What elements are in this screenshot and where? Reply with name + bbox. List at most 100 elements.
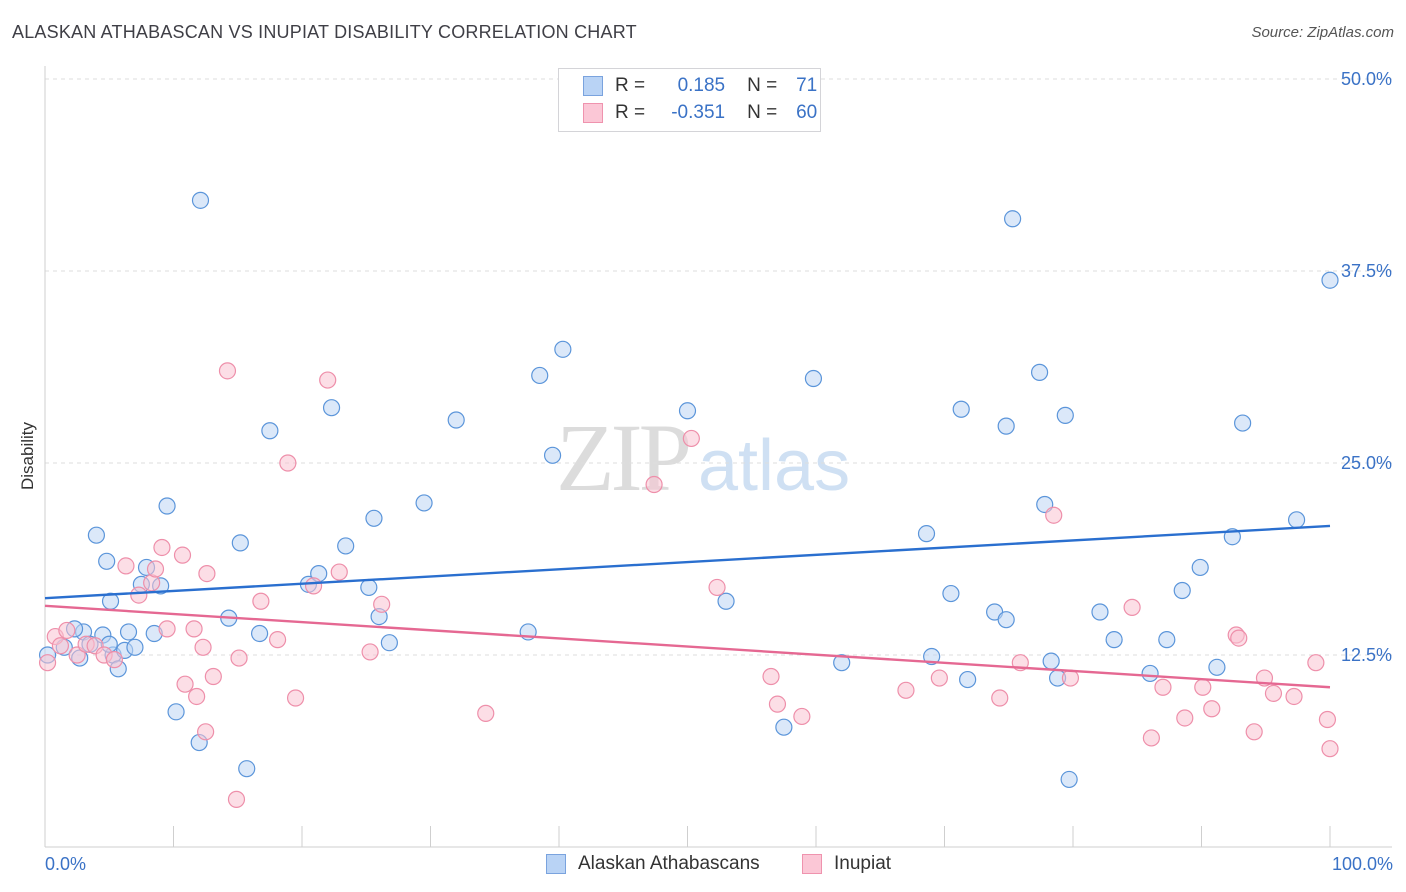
data-point xyxy=(146,560,165,578)
y-tick-label: 37.5% xyxy=(1341,261,1392,281)
data-point xyxy=(373,595,391,613)
data-point xyxy=(204,667,222,686)
data-point xyxy=(1321,740,1339,758)
data-point xyxy=(130,586,148,604)
data-point xyxy=(1285,687,1303,706)
data-point xyxy=(330,563,348,581)
data-point xyxy=(173,546,192,564)
data-point xyxy=(1056,406,1074,424)
gridlines xyxy=(45,78,1392,656)
trend-line xyxy=(44,524,1331,600)
series-inupiat xyxy=(38,362,1339,808)
legend-r-label: R = xyxy=(615,75,646,96)
data-point xyxy=(87,526,106,544)
data-point xyxy=(678,402,697,420)
legend-r-value: 0.185 xyxy=(677,75,726,96)
data-point xyxy=(1176,709,1194,727)
data-point xyxy=(1141,664,1159,683)
data-point xyxy=(477,704,495,722)
legend-n-value: 60 xyxy=(796,102,818,123)
data-point xyxy=(98,552,116,570)
bottom-legend-label: Alaskan Athabascans xyxy=(578,853,760,874)
legend-r-label: R = xyxy=(615,102,646,123)
data-point xyxy=(793,707,811,726)
data-point xyxy=(194,638,212,656)
data-point xyxy=(250,624,269,643)
data-point xyxy=(38,654,57,672)
data-point xyxy=(1060,770,1078,789)
data-point xyxy=(1194,678,1212,696)
data-point xyxy=(304,577,323,595)
data-point xyxy=(1230,629,1248,647)
x-tick-label: 0.0% xyxy=(45,854,86,874)
y-tick-label: 12.5% xyxy=(1341,645,1392,665)
data-point xyxy=(365,509,383,527)
data-point xyxy=(268,631,287,649)
data-point xyxy=(198,564,216,583)
data-point xyxy=(322,399,341,417)
bottom-legend-swatch-blue xyxy=(546,854,566,874)
data-point xyxy=(768,695,787,713)
data-point xyxy=(197,723,215,741)
correlation-legend: R = 0.185 N = 71 R = -0.351 N = 60 xyxy=(558,68,821,132)
data-point xyxy=(380,634,398,652)
data-point xyxy=(1307,654,1325,672)
data-point xyxy=(1208,658,1226,676)
data-point xyxy=(117,557,135,575)
chart-title: ALASKAN ATHABASCAN VS INUPIAT DISABILITY… xyxy=(12,22,637,42)
data-point xyxy=(930,669,948,687)
legend-r-value: -0.351 xyxy=(671,102,726,123)
legend-n-label: N = xyxy=(747,102,778,123)
data-point xyxy=(942,584,960,603)
trend-line xyxy=(44,604,1331,689)
legend-n-label: N = xyxy=(747,75,778,96)
legend-row-athabascan: R = 0.185 N = 71 xyxy=(583,73,817,99)
data-point xyxy=(252,592,270,610)
data-point xyxy=(1105,631,1123,649)
data-point xyxy=(897,681,915,699)
data-point xyxy=(105,651,123,669)
data-point xyxy=(337,537,355,555)
y-axis-title: Disability xyxy=(18,421,37,490)
x-tick-label: 100.0% xyxy=(1332,854,1393,874)
data-point xyxy=(708,578,726,597)
legend-swatch-pink xyxy=(583,103,603,123)
data-point xyxy=(167,703,185,721)
data-point xyxy=(218,362,237,380)
data-point xyxy=(804,369,823,388)
data-point xyxy=(952,400,970,418)
data-point xyxy=(1318,710,1337,729)
data-point xyxy=(238,760,256,778)
data-point xyxy=(126,638,144,656)
axis-labels: 12.5% 25.0% 37.5% 50.0% 0.0% 100.0% Disability xyxy=(18,69,1393,874)
data-point xyxy=(991,689,1009,707)
data-point xyxy=(1004,210,1022,228)
series-alaskan-athabascans xyxy=(38,191,1339,789)
data-point xyxy=(1123,598,1141,616)
data-point xyxy=(158,620,176,638)
data-point xyxy=(119,623,138,641)
data-point xyxy=(158,497,176,515)
data-point xyxy=(1245,723,1263,741)
data-point xyxy=(1045,506,1063,524)
data-point xyxy=(1321,271,1339,289)
data-point xyxy=(1042,652,1060,670)
legend-row-inupiat: R = -0.351 N = 60 xyxy=(583,100,817,126)
data-point xyxy=(543,446,562,464)
data-point xyxy=(415,494,433,512)
data-point xyxy=(230,649,248,667)
data-point xyxy=(833,654,851,672)
data-point xyxy=(447,411,465,429)
data-point xyxy=(191,191,210,209)
data-point xyxy=(762,667,780,686)
data-point xyxy=(645,475,663,494)
data-point xyxy=(1091,603,1109,621)
legend-n-value: 71 xyxy=(796,75,818,96)
data-point xyxy=(1203,700,1221,718)
data-point xyxy=(531,366,549,385)
axes xyxy=(44,66,1392,848)
data-point xyxy=(231,534,249,552)
data-point xyxy=(1158,631,1176,649)
data-point xyxy=(58,621,76,640)
